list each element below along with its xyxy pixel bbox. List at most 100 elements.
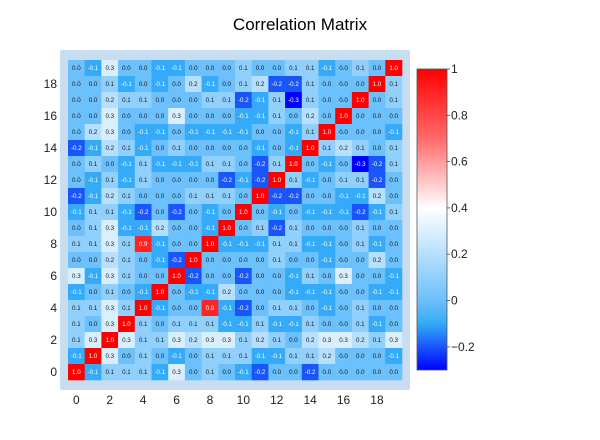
cell-label: 0.0 — [373, 97, 382, 104]
cell-label: 0.1 — [389, 145, 398, 152]
heatmap-cell — [84, 60, 102, 77]
cell-label: 0.0 — [72, 113, 81, 120]
heatmap-cell — [351, 188, 369, 205]
cell-label: 0.0 — [339, 353, 348, 360]
heatmap-cell — [68, 284, 85, 301]
heatmap-cell — [268, 332, 286, 349]
heatmap-cell — [201, 220, 219, 237]
heatmap-cell — [285, 364, 303, 381]
heatmap-cell — [351, 364, 369, 381]
heatmap-cell — [285, 316, 303, 333]
heatmap-cell — [151, 188, 169, 205]
heatmap-cell — [151, 332, 169, 349]
heatmap-cell — [335, 364, 353, 381]
cell-label: 0.0 — [172, 81, 181, 88]
heatmap-cell — [201, 156, 219, 173]
heatmap-cell — [251, 108, 269, 125]
cell-label: -0.1 — [288, 273, 299, 280]
cell-label: -0.1 — [322, 257, 333, 264]
heatmap-cell — [118, 92, 136, 109]
heatmap-cell — [385, 92, 403, 109]
cell-label: 0.1 — [222, 353, 231, 360]
heatmap-cell — [134, 364, 152, 381]
cell-label: 0.3 — [172, 369, 181, 376]
cell-label: 0.0 — [172, 177, 181, 184]
cell-label: 0.1 — [189, 193, 198, 200]
heatmap-cell — [68, 108, 85, 125]
cell-label: 0.0 — [189, 225, 198, 232]
cell-label: 0.0 — [356, 289, 365, 296]
cell-label: -0.1 — [138, 129, 149, 136]
cell-label: -0.2 — [171, 209, 182, 216]
y-tick-label: 2 — [50, 333, 57, 347]
cell-label: 0.0 — [122, 353, 131, 360]
heatmap-cell — [218, 300, 236, 317]
cell-label: 0.1 — [306, 273, 315, 280]
cell-label: 0.1 — [122, 97, 131, 104]
heatmap-cell — [84, 236, 102, 253]
heatmap-cell — [301, 364, 319, 381]
heatmap-cell — [84, 156, 102, 173]
heatmap-cell — [335, 188, 353, 205]
heatmap-cell — [268, 92, 286, 109]
heatmap-cell — [118, 220, 136, 237]
heatmap-cell — [318, 92, 336, 109]
cell-label: 0.1 — [339, 177, 348, 184]
cell-label: 0.0 — [323, 369, 332, 376]
heatmap-cell — [84, 172, 102, 189]
heatmap-cell — [368, 300, 386, 317]
x-tick-label: 18 — [370, 393, 384, 407]
heatmap-cell — [285, 156, 303, 173]
heatmap-cell — [168, 172, 186, 189]
cell-label: 0.3 — [206, 337, 215, 344]
heatmap-cell — [134, 108, 152, 125]
cell-label: 0.0 — [139, 193, 148, 200]
cell-label: -0.1 — [155, 65, 166, 72]
y-tick-label: 6 — [50, 269, 57, 283]
cell-label: 0.1 — [206, 161, 215, 168]
heatmap-cell — [251, 300, 269, 317]
cell-label: -0.1 — [255, 241, 266, 248]
heatmap-cell — [151, 76, 169, 93]
cell-label: 0.1 — [272, 161, 281, 168]
heatmap-cell — [318, 124, 336, 141]
y-tick-label: 0 — [50, 365, 57, 379]
cell-label: 0.3 — [105, 65, 114, 72]
cell-label: 0.0 — [289, 257, 298, 264]
cell-label: 0.1 — [139, 369, 148, 376]
cell-label: -0.1 — [221, 129, 232, 136]
cell-label: 0.0 — [289, 113, 298, 120]
cell-label: -0.1 — [155, 257, 166, 264]
heatmap-cell — [101, 108, 119, 125]
cell-label: 0.3 — [89, 337, 98, 344]
heatmap-cell — [68, 140, 85, 157]
heatmap-cell — [335, 252, 353, 269]
cell-label: -0.1 — [255, 353, 266, 360]
cell-label: -0.1 — [322, 65, 333, 72]
heatmap-cell — [251, 284, 269, 301]
cell-label: 0.2 — [356, 337, 365, 344]
cell-label: 0.0 — [256, 273, 265, 280]
heatmap-cell — [251, 332, 269, 349]
heatmap-cell — [318, 300, 336, 317]
x-tick-label: 12 — [270, 393, 284, 407]
x-axis-ticks: 0 2 4 6 8 10 12 14 16 18 — [73, 393, 384, 407]
cell-label: 0.0 — [339, 161, 348, 168]
heatmap-cell — [218, 252, 236, 269]
cell-label: 0.3 — [222, 337, 231, 344]
cell-label: 0.1 — [289, 65, 298, 72]
cell-label: 0.1 — [389, 97, 398, 104]
cell-label: 0.0 — [339, 81, 348, 88]
cell-label: -0.1 — [221, 241, 232, 248]
cell-label: 0.3 — [105, 273, 114, 280]
cell-label: 0.0 — [189, 209, 198, 216]
heatmap-cell — [368, 284, 386, 301]
cell-label: 0.0 — [373, 113, 382, 120]
heatmap-cell — [84, 252, 102, 269]
cell-label: 0.0 — [72, 177, 81, 184]
cell-label: 0.1 — [323, 145, 332, 152]
cell-label: 0.3 — [339, 337, 348, 344]
heatmap-cell — [385, 140, 403, 157]
cell-label: 0.1 — [139, 97, 148, 104]
cell-label: -0.1 — [121, 177, 132, 184]
